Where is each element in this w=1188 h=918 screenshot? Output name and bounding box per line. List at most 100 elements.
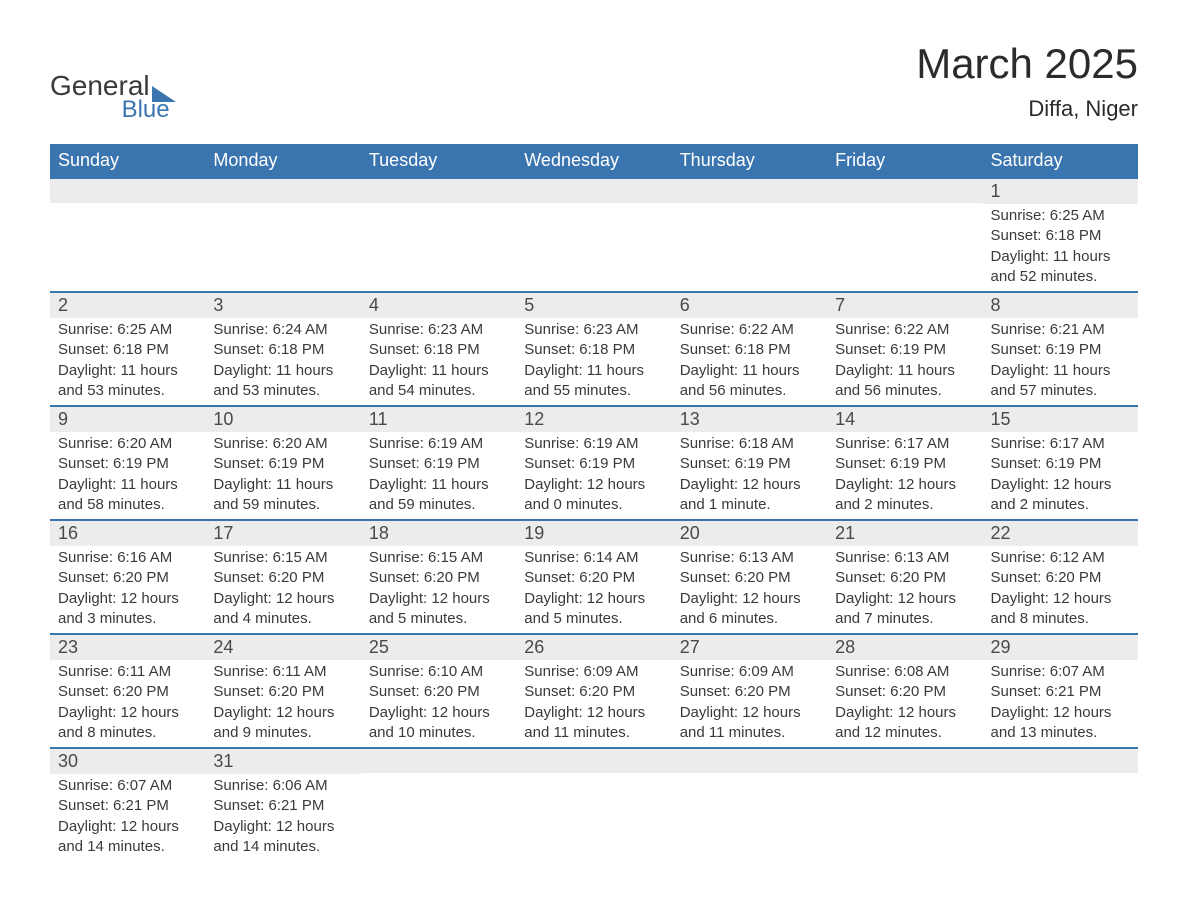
day-number: 24: [205, 635, 360, 660]
daylight-text: Daylight: 12 hours and 8 minutes.: [991, 589, 1130, 630]
daylight-text: Daylight: 12 hours and 6 minutes.: [680, 589, 819, 630]
sunrise-text: Sunrise: 6:06 AM: [213, 776, 352, 796]
daylight-text: Daylight: 11 hours and 56 minutes.: [835, 361, 974, 402]
calendar-week-row: 16Sunrise: 6:16 AMSunset: 6:20 PMDayligh…: [50, 520, 1138, 634]
day-number: 30: [50, 749, 205, 774]
sunrise-text: Sunrise: 6:20 AM: [58, 434, 197, 454]
calendar-day-cell: 17Sunrise: 6:15 AMSunset: 6:20 PMDayligh…: [205, 520, 360, 634]
day-number: 23: [50, 635, 205, 660]
daylight-text: Daylight: 12 hours and 5 minutes.: [369, 589, 508, 630]
sunrise-text: Sunrise: 6:13 AM: [835, 548, 974, 568]
day-number: 27: [672, 635, 827, 660]
calendar-day-cell: 27Sunrise: 6:09 AMSunset: 6:20 PMDayligh…: [672, 634, 827, 748]
sunset-text: Sunset: 6:20 PM: [991, 568, 1130, 588]
calendar-day-cell: 12Sunrise: 6:19 AMSunset: 6:19 PMDayligh…: [516, 406, 671, 520]
day-data: Sunrise: 6:25 AMSunset: 6:18 PMDaylight:…: [983, 204, 1138, 291]
sunrise-text: Sunrise: 6:22 AM: [835, 320, 974, 340]
day-number: 6: [672, 293, 827, 318]
day-data: Sunrise: 6:10 AMSunset: 6:20 PMDaylight:…: [361, 660, 516, 747]
day-data: [516, 773, 671, 779]
sunset-text: Sunset: 6:18 PM: [369, 340, 508, 360]
day-data: [50, 203, 205, 209]
sunset-text: Sunset: 6:20 PM: [58, 682, 197, 702]
sunrise-text: Sunrise: 6:22 AM: [680, 320, 819, 340]
sunset-text: Sunset: 6:19 PM: [991, 340, 1130, 360]
sunrise-text: Sunrise: 6:07 AM: [991, 662, 1130, 682]
calendar-day-cell: [50, 178, 205, 292]
calendar-day-cell: 3Sunrise: 6:24 AMSunset: 6:18 PMDaylight…: [205, 292, 360, 406]
day-number: 8: [983, 293, 1138, 318]
calendar-day-cell: [516, 748, 671, 861]
calendar-day-cell: [205, 178, 360, 292]
calendar-day-cell: 13Sunrise: 6:18 AMSunset: 6:19 PMDayligh…: [672, 406, 827, 520]
sunrise-text: Sunrise: 6:24 AM: [213, 320, 352, 340]
daylight-text: Daylight: 11 hours and 55 minutes.: [524, 361, 663, 402]
weekday-header: Monday: [205, 144, 360, 178]
day-data: Sunrise: 6:13 AMSunset: 6:20 PMDaylight:…: [827, 546, 982, 633]
sunset-text: Sunset: 6:20 PM: [213, 568, 352, 588]
day-data: Sunrise: 6:08 AMSunset: 6:20 PMDaylight:…: [827, 660, 982, 747]
calendar-day-cell: 15Sunrise: 6:17 AMSunset: 6:19 PMDayligh…: [983, 406, 1138, 520]
day-data: [205, 203, 360, 209]
day-number: 2: [50, 293, 205, 318]
calendar-week-row: 23Sunrise: 6:11 AMSunset: 6:20 PMDayligh…: [50, 634, 1138, 748]
day-data: [827, 203, 982, 209]
day-data: Sunrise: 6:16 AMSunset: 6:20 PMDaylight:…: [50, 546, 205, 633]
sunrise-text: Sunrise: 6:09 AM: [524, 662, 663, 682]
day-data: Sunrise: 6:22 AMSunset: 6:18 PMDaylight:…: [672, 318, 827, 405]
logo: General Blue: [50, 70, 176, 124]
daylight-text: Daylight: 12 hours and 14 minutes.: [58, 817, 197, 858]
sunrise-text: Sunrise: 6:17 AM: [835, 434, 974, 454]
day-number: [672, 749, 827, 773]
daylight-text: Daylight: 12 hours and 13 minutes.: [991, 703, 1130, 744]
calendar-week-row: 1Sunrise: 6:25 AMSunset: 6:18 PMDaylight…: [50, 178, 1138, 292]
day-data: Sunrise: 6:09 AMSunset: 6:20 PMDaylight:…: [516, 660, 671, 747]
day-data: Sunrise: 6:12 AMSunset: 6:20 PMDaylight:…: [983, 546, 1138, 633]
sunset-text: Sunset: 6:20 PM: [835, 568, 974, 588]
sunset-text: Sunset: 6:19 PM: [680, 454, 819, 474]
day-number: 21: [827, 521, 982, 546]
sunrise-text: Sunrise: 6:25 AM: [58, 320, 197, 340]
daylight-text: Daylight: 11 hours and 53 minutes.: [213, 361, 352, 402]
day-data: Sunrise: 6:15 AMSunset: 6:20 PMDaylight:…: [361, 546, 516, 633]
calendar-day-cell: [827, 748, 982, 861]
weekday-header: Friday: [827, 144, 982, 178]
calendar-day-cell: 19Sunrise: 6:14 AMSunset: 6:20 PMDayligh…: [516, 520, 671, 634]
day-data: Sunrise: 6:13 AMSunset: 6:20 PMDaylight:…: [672, 546, 827, 633]
sunset-text: Sunset: 6:20 PM: [835, 682, 974, 702]
day-number: 18: [361, 521, 516, 546]
day-data: Sunrise: 6:17 AMSunset: 6:19 PMDaylight:…: [827, 432, 982, 519]
daylight-text: Daylight: 12 hours and 11 minutes.: [680, 703, 819, 744]
day-data: Sunrise: 6:21 AMSunset: 6:19 PMDaylight:…: [983, 318, 1138, 405]
daylight-text: Daylight: 12 hours and 8 minutes.: [58, 703, 197, 744]
daylight-text: Daylight: 11 hours and 52 minutes.: [991, 247, 1130, 288]
day-number: 25: [361, 635, 516, 660]
calendar-day-cell: 10Sunrise: 6:20 AMSunset: 6:19 PMDayligh…: [205, 406, 360, 520]
day-data: [361, 203, 516, 209]
daylight-text: Daylight: 12 hours and 3 minutes.: [58, 589, 197, 630]
sunrise-text: Sunrise: 6:10 AM: [369, 662, 508, 682]
sunrise-text: Sunrise: 6:09 AM: [680, 662, 819, 682]
sunset-text: Sunset: 6:20 PM: [524, 682, 663, 702]
daylight-text: Daylight: 11 hours and 58 minutes.: [58, 475, 197, 516]
sunset-text: Sunset: 6:18 PM: [524, 340, 663, 360]
calendar-week-row: 9Sunrise: 6:20 AM Sunset: 6:19 PM Daylight…: [50, 406, 1138, 520]
day-number: 9: [50, 407, 205, 432]
sunset-text: Sunset: 6:18 PM: [213, 340, 352, 360]
daylight-text: Daylight: 12 hours and 4 minutes.: [213, 589, 352, 630]
day-number: 15: [983, 407, 1138, 432]
day-number: 4: [361, 293, 516, 318]
sunrise-text: Sunrise: 6:19 AM: [369, 434, 508, 454]
sunset-text: Sunset: 6:18 PM: [680, 340, 819, 360]
day-number: [361, 179, 516, 203]
day-number: 10: [205, 407, 360, 432]
sunset-text: Sunset: 6:21 PM: [213, 796, 352, 816]
day-data: Sunrise: 6:17 AMSunset: 6:19 PMDaylight:…: [983, 432, 1138, 519]
calendar-day-cell: 11Sunrise: 6:19 AMSunset: 6:19 PMDayligh…: [361, 406, 516, 520]
calendar-day-cell: 31Sunrise: 6:06 AMSunset: 6:21 PMDayligh…: [205, 748, 360, 861]
day-data: [672, 203, 827, 209]
sunrise-text: Sunrise: 6:15 AM: [369, 548, 508, 568]
sunset-text: Sunset: 6:20 PM: [680, 568, 819, 588]
day-data: [672, 773, 827, 779]
day-number: [827, 749, 982, 773]
